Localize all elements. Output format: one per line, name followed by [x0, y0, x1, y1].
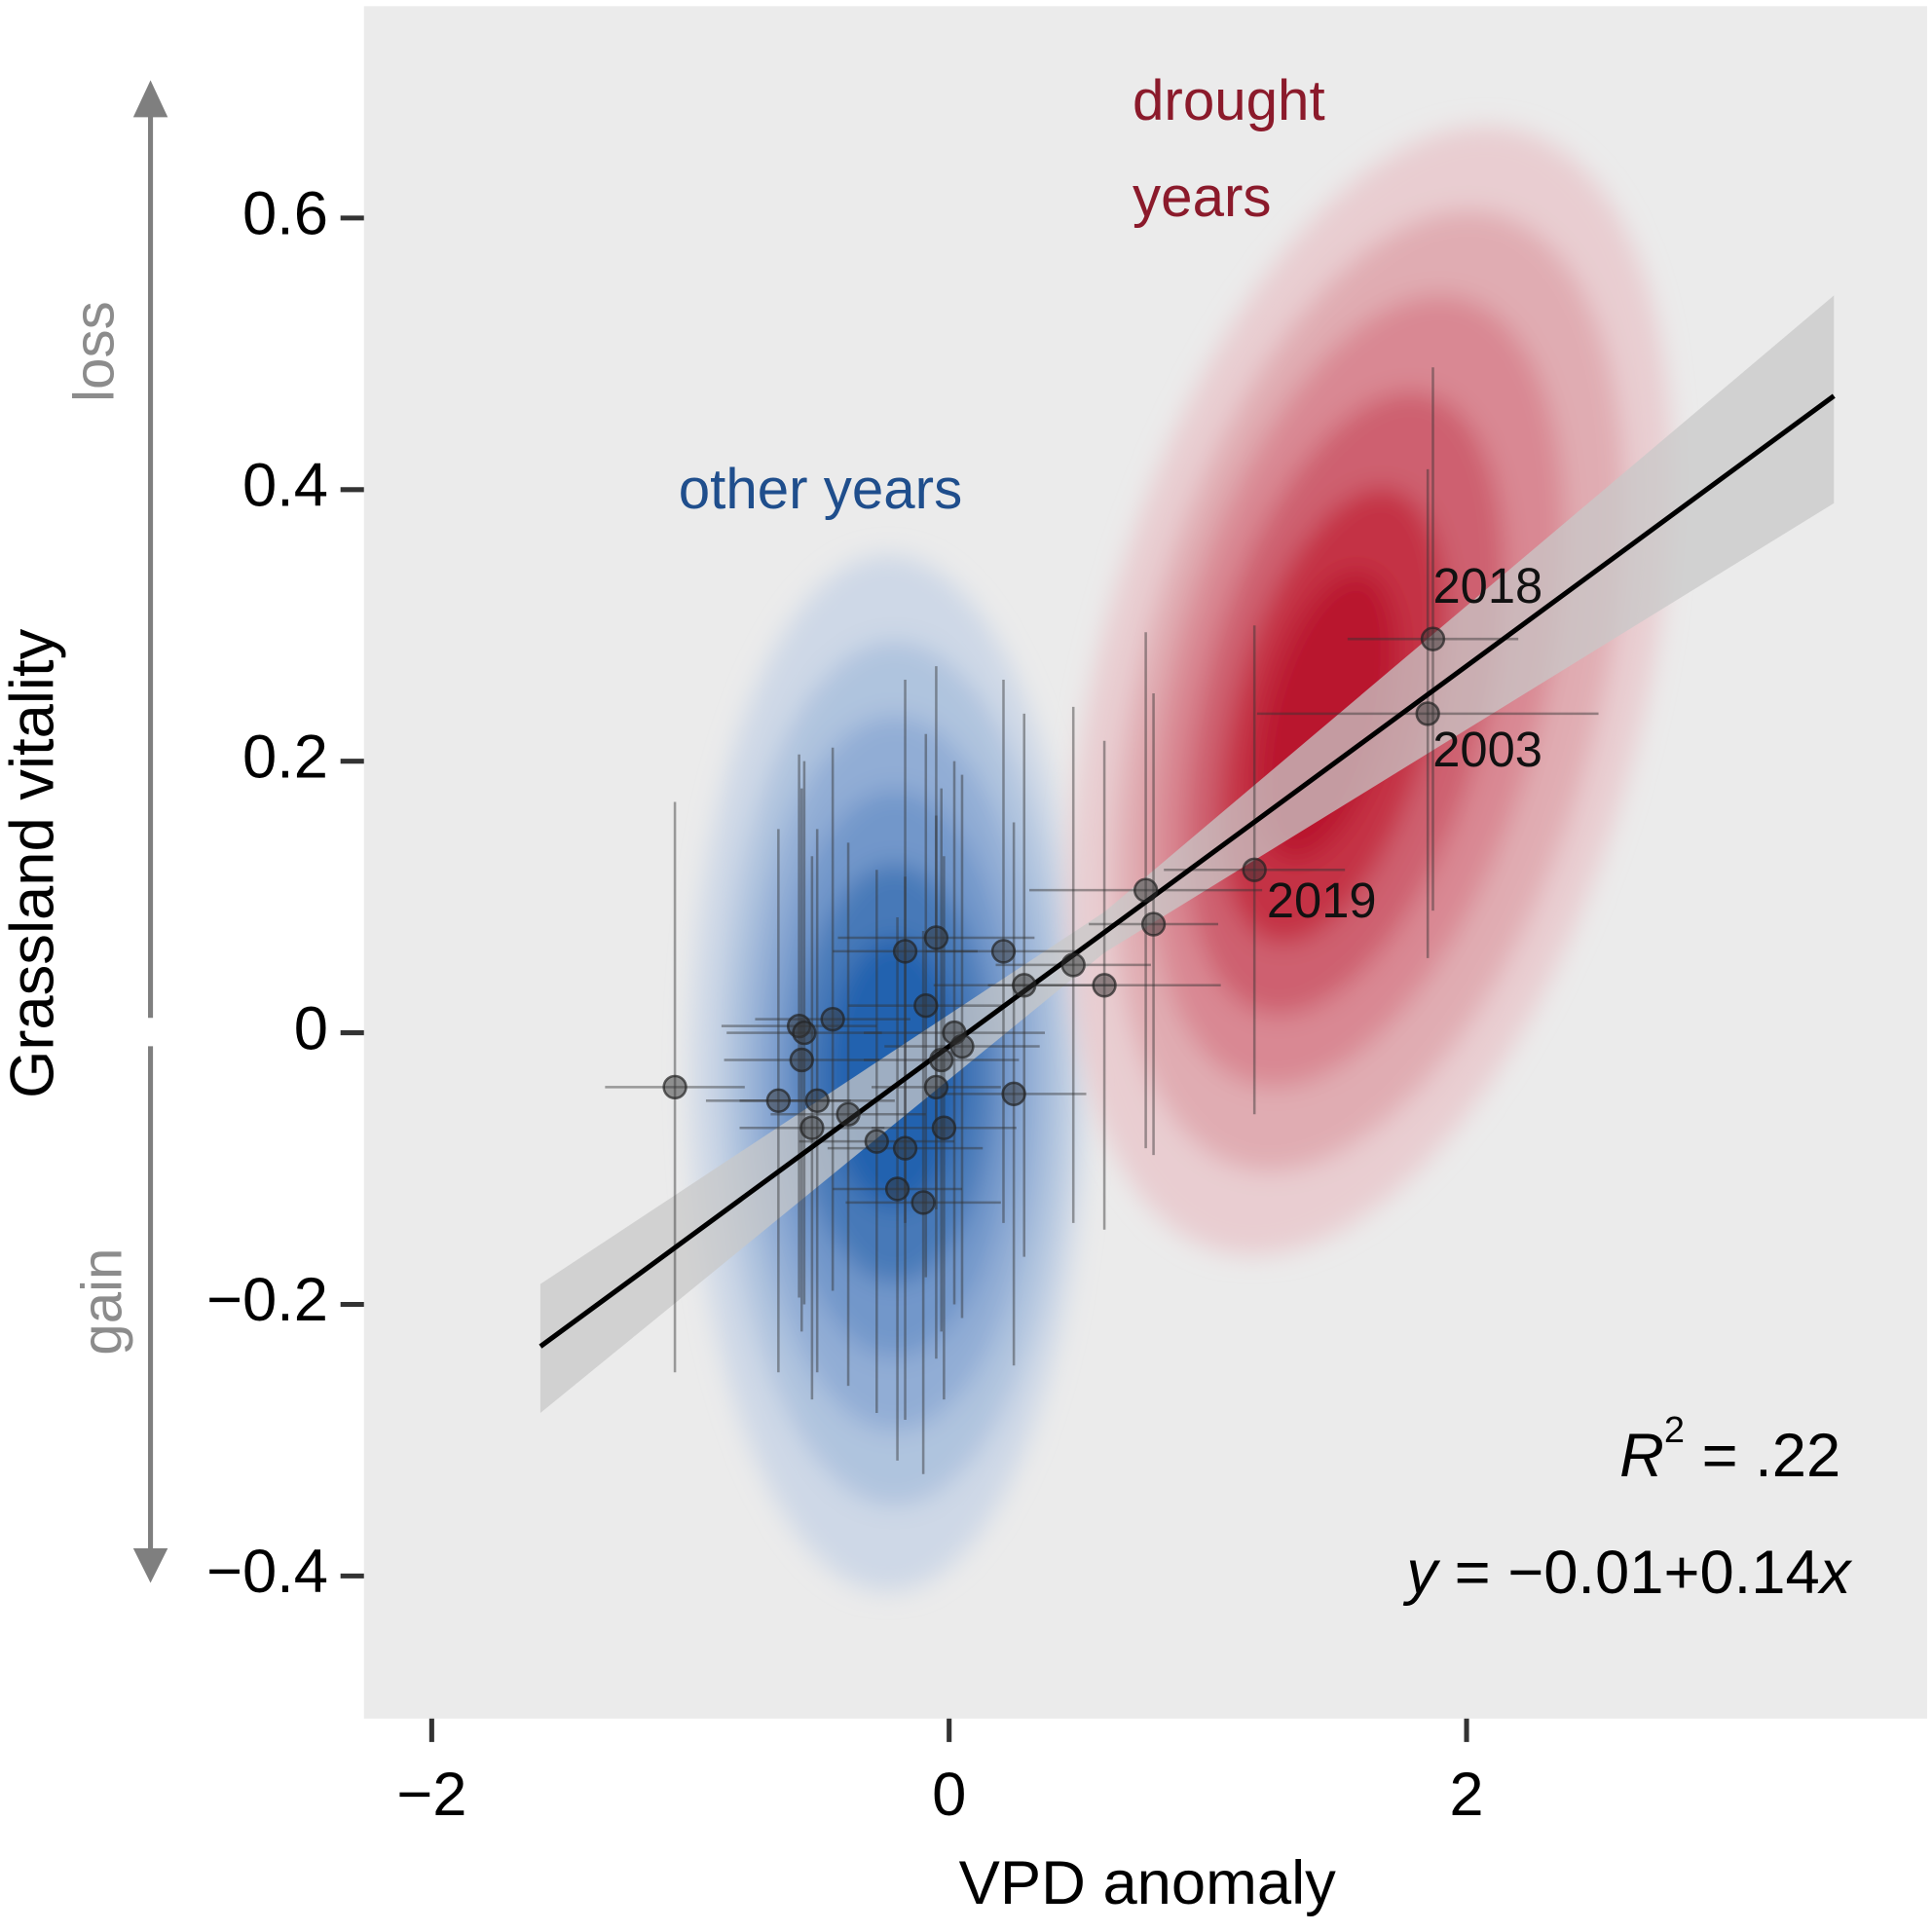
point	[836, 1101, 861, 1127]
point	[1140, 911, 1167, 937]
point	[1420, 626, 1446, 651]
point	[1242, 857, 1267, 882]
arrow-head	[132, 1547, 168, 1583]
point	[1060, 952, 1086, 978]
y-tick-label: 0.4	[242, 452, 328, 520]
point	[1092, 973, 1117, 998]
point	[892, 939, 918, 964]
point	[884, 1176, 910, 1202]
y-tick-label: −0.2	[206, 1266, 328, 1334]
point	[1012, 973, 1037, 998]
direction-arrows	[132, 80, 168, 1583]
other-years-label: other years	[679, 458, 962, 521]
r-squared: R2 = .22	[1619, 1410, 1840, 1490]
point	[910, 1190, 936, 1215]
x-axis-title: VPD anomaly	[959, 1849, 1337, 1917]
point	[792, 1020, 817, 1046]
point	[765, 1088, 792, 1113]
x-tick-label: 0	[932, 1761, 966, 1829]
point	[1415, 701, 1440, 726]
eq-text: = −0.01+0.14	[1437, 1539, 1820, 1607]
drought-label: years	[1133, 166, 1271, 229]
point	[804, 1088, 830, 1113]
point	[929, 1047, 954, 1073]
point	[913, 993, 939, 1019]
point	[892, 1135, 918, 1161]
point	[923, 925, 949, 950]
point-label: 2003	[1432, 722, 1542, 777]
y-tick-label: 0.2	[242, 723, 328, 791]
point-label: 2019	[1267, 873, 1377, 928]
gain-label: gain	[70, 1248, 133, 1356]
x-tick-label: −2	[396, 1761, 466, 1829]
r-power: 2	[1664, 1410, 1685, 1451]
x-tick-label: 2	[1449, 1761, 1483, 1829]
point	[662, 1074, 687, 1100]
point	[799, 1115, 825, 1140]
r-value: = .22	[1685, 1422, 1840, 1490]
confidence-band	[539, 295, 1835, 1414]
eq-x: x	[1817, 1539, 1853, 1607]
eq-y: y	[1402, 1539, 1440, 1607]
point	[923, 1074, 949, 1100]
point	[949, 1033, 975, 1059]
arrow-head	[132, 80, 168, 118]
point	[1133, 877, 1159, 903]
point	[820, 1006, 845, 1032]
loss-label: loss	[63, 301, 127, 402]
r-symbol: R	[1619, 1422, 1664, 1490]
point	[931, 1115, 957, 1140]
point	[789, 1047, 814, 1073]
drought-label: drought	[1133, 69, 1325, 132]
point	[1001, 1081, 1026, 1107]
y-tick-label: −0.4	[206, 1538, 328, 1606]
equation: y = −0.01+0.14x	[1402, 1539, 1852, 1607]
y-tick-label: 0.6	[242, 180, 328, 248]
point	[864, 1129, 889, 1154]
y-axis-title: Grassland vitality	[0, 628, 67, 1098]
point-label: 2018	[1432, 558, 1542, 613]
point	[990, 939, 1017, 964]
regression-line	[539, 393, 1836, 1349]
y-tick-label: 0	[294, 994, 328, 1062]
